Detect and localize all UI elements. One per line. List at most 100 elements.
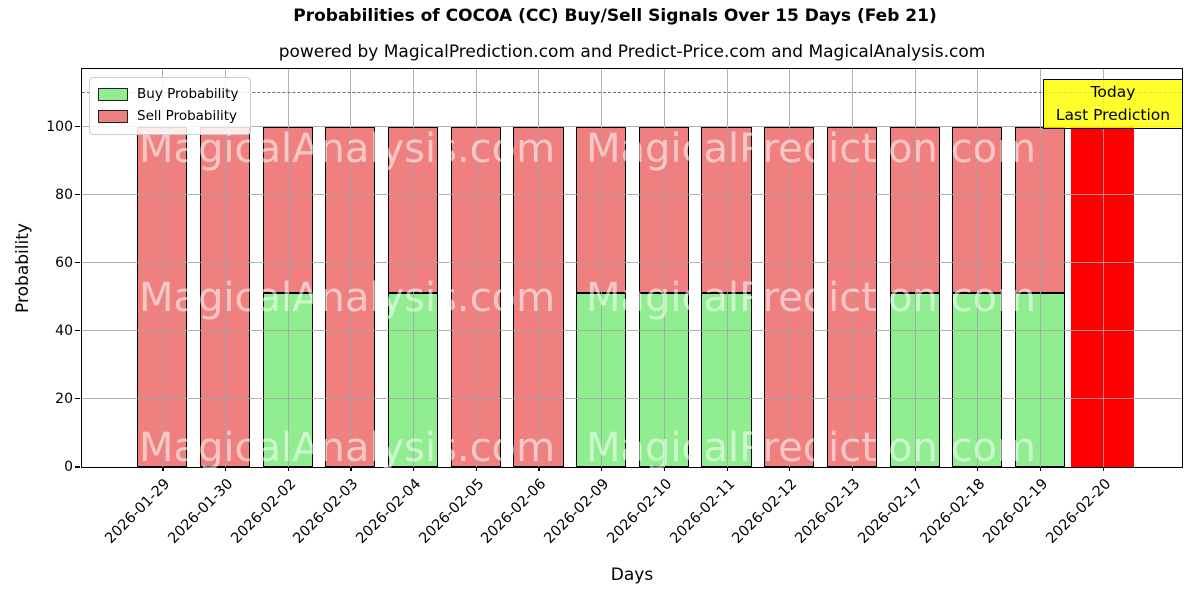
gridline-y-40: [82, 329, 1182, 331]
y-tick-label-60: 60: [55, 254, 73, 271]
bar-slots: 2026-01-29 2026-01-30 2026-02-02 2026-02-03…: [103, 69, 1134, 547]
buy-segment: [388, 293, 439, 467]
x-tick: [789, 467, 791, 471]
stacked-bar: [764, 126, 815, 467]
slot-2026-02-19: 2026-02-19: [980, 69, 1072, 547]
slot-2026-02-10: 2026-02-10: [604, 69, 696, 547]
gridline-x: [475, 69, 477, 467]
buy-segment: [638, 293, 689, 467]
x-tick-label: 2026-02-06: [478, 476, 550, 547]
gridline-y-100: [82, 125, 1182, 127]
today-annotation-line: Last Prediction: [1055, 106, 1171, 125]
stacked-bar: [199, 126, 251, 467]
y-tick-20: [75, 398, 80, 400]
slot-2026-02-04: 2026-02-04: [353, 69, 445, 547]
gridline-x: [789, 69, 791, 467]
gridline-x: [1039, 69, 1041, 467]
x-tick: [1039, 467, 1042, 471]
stacked-bar: [325, 126, 376, 467]
stacked-bar: [137, 126, 188, 467]
watermark-text: MagicalPrediction.com: [586, 425, 1036, 471]
slot-2026-02-02: 2026-02-02: [228, 69, 319, 547]
sell-segment: [325, 126, 376, 467]
stacked-bar: [262, 126, 313, 467]
sell-segment: [388, 126, 439, 294]
watermark-text: MagicalPrediction.com: [586, 126, 1036, 172]
legend-label: Sell Probability: [137, 107, 238, 124]
x-axis-label: Days: [610, 565, 654, 585]
x-tick: [475, 467, 477, 471]
legend-entry: Sell Probability: [98, 106, 238, 128]
sell-segment: [576, 126, 627, 294]
slot-2026-02-17: 2026-02-17: [855, 69, 946, 547]
x-tick-label: 2026-02-09: [541, 476, 613, 547]
slot-2026-02-13: 2026-02-13: [792, 69, 884, 547]
plot-area: 0 20 40 60 80 100 2026-01-29 2026-01-30 2026-02…: [46, 68, 1183, 547]
x-tick-label: 2026-02-13: [792, 476, 864, 547]
sell-segment: [199, 126, 251, 467]
y-tick-60: [75, 262, 80, 264]
x-tick-label: 2026-02-17: [854, 476, 926, 547]
x-tick: [413, 467, 415, 471]
stacked-bar: [889, 126, 940, 467]
stacked-bar: [826, 126, 877, 467]
sell-segment: [764, 126, 815, 467]
gridline-x: [350, 69, 352, 467]
sell-segment: [638, 126, 689, 294]
slot-2026-01-29: 2026-01-29: [103, 69, 194, 547]
chart-title: Probabilities of COCOA (CC) Buy/Sell Sig…: [293, 6, 937, 26]
legend-swatch: [98, 109, 128, 123]
slot-2026-02-03: 2026-02-03: [291, 69, 382, 547]
x-tick: [287, 467, 289, 471]
stacked-bar: [638, 126, 689, 467]
y-tick-80: [75, 193, 80, 196]
x-tick-label: 2026-02-10: [604, 476, 676, 547]
slot-2026-02-18: 2026-02-18: [918, 69, 1009, 547]
x-tick: [851, 467, 854, 471]
x-tick-label: 2026-01-29: [102, 476, 174, 547]
gridline-x: [726, 69, 728, 467]
slot-2026-02-20: 2026-02-20: [1043, 69, 1134, 547]
sell-segment: [952, 126, 1003, 294]
x-tick: [726, 467, 728, 471]
slot-2026-02-09: 2026-02-09: [542, 69, 633, 547]
y-tick-40: [75, 330, 80, 332]
legend-swatch: [98, 88, 128, 102]
y-tick-label-80: 80: [55, 186, 73, 203]
x-tick: [162, 467, 164, 471]
sell-segment: [889, 126, 940, 294]
gridline-y-60: [82, 261, 1182, 263]
watermark-text: MagicalPrediction.com: [586, 275, 1036, 321]
x-tick-label: 2026-02-05: [416, 476, 488, 547]
gridline-x: [538, 69, 540, 467]
stacked-bar: [701, 126, 752, 467]
buy-segment: [262, 293, 313, 467]
legend: Buy Probability Sell Probability: [89, 77, 252, 136]
x-tick-label: 2026-02-20: [1043, 476, 1114, 547]
x-tick: [663, 467, 666, 471]
gridline-x: [914, 69, 916, 467]
buy-segment: [701, 293, 752, 467]
slot-2026-02-11: 2026-02-11: [667, 69, 758, 547]
buy-segment: [1014, 293, 1066, 467]
x-tick: [601, 467, 603, 471]
gridline-x: [663, 69, 665, 467]
watermark-text: MagicalAnalysis.com: [138, 275, 556, 321]
gridline-x: [1102, 69, 1104, 467]
gridline-x: [413, 69, 415, 467]
stacked-bar: [388, 126, 439, 467]
stacked-bar: [576, 126, 627, 467]
gridline-x: [977, 69, 979, 467]
buy-segment: [889, 293, 940, 467]
today-annotation: Today Last Prediction: [1043, 79, 1183, 129]
x-tick-label: 2026-02-02: [228, 476, 300, 547]
gridline-x: [601, 69, 603, 467]
sell-segment: [262, 126, 313, 294]
gridline-y-80: [82, 193, 1182, 195]
slot-2026-02-05: 2026-02-05: [416, 69, 507, 547]
buy-segment: [576, 293, 627, 467]
x-tick-label: 2026-01-30: [165, 476, 237, 547]
slot-2026-01-30: 2026-01-30: [165, 69, 257, 547]
y-tick-label-20: 20: [55, 390, 73, 407]
